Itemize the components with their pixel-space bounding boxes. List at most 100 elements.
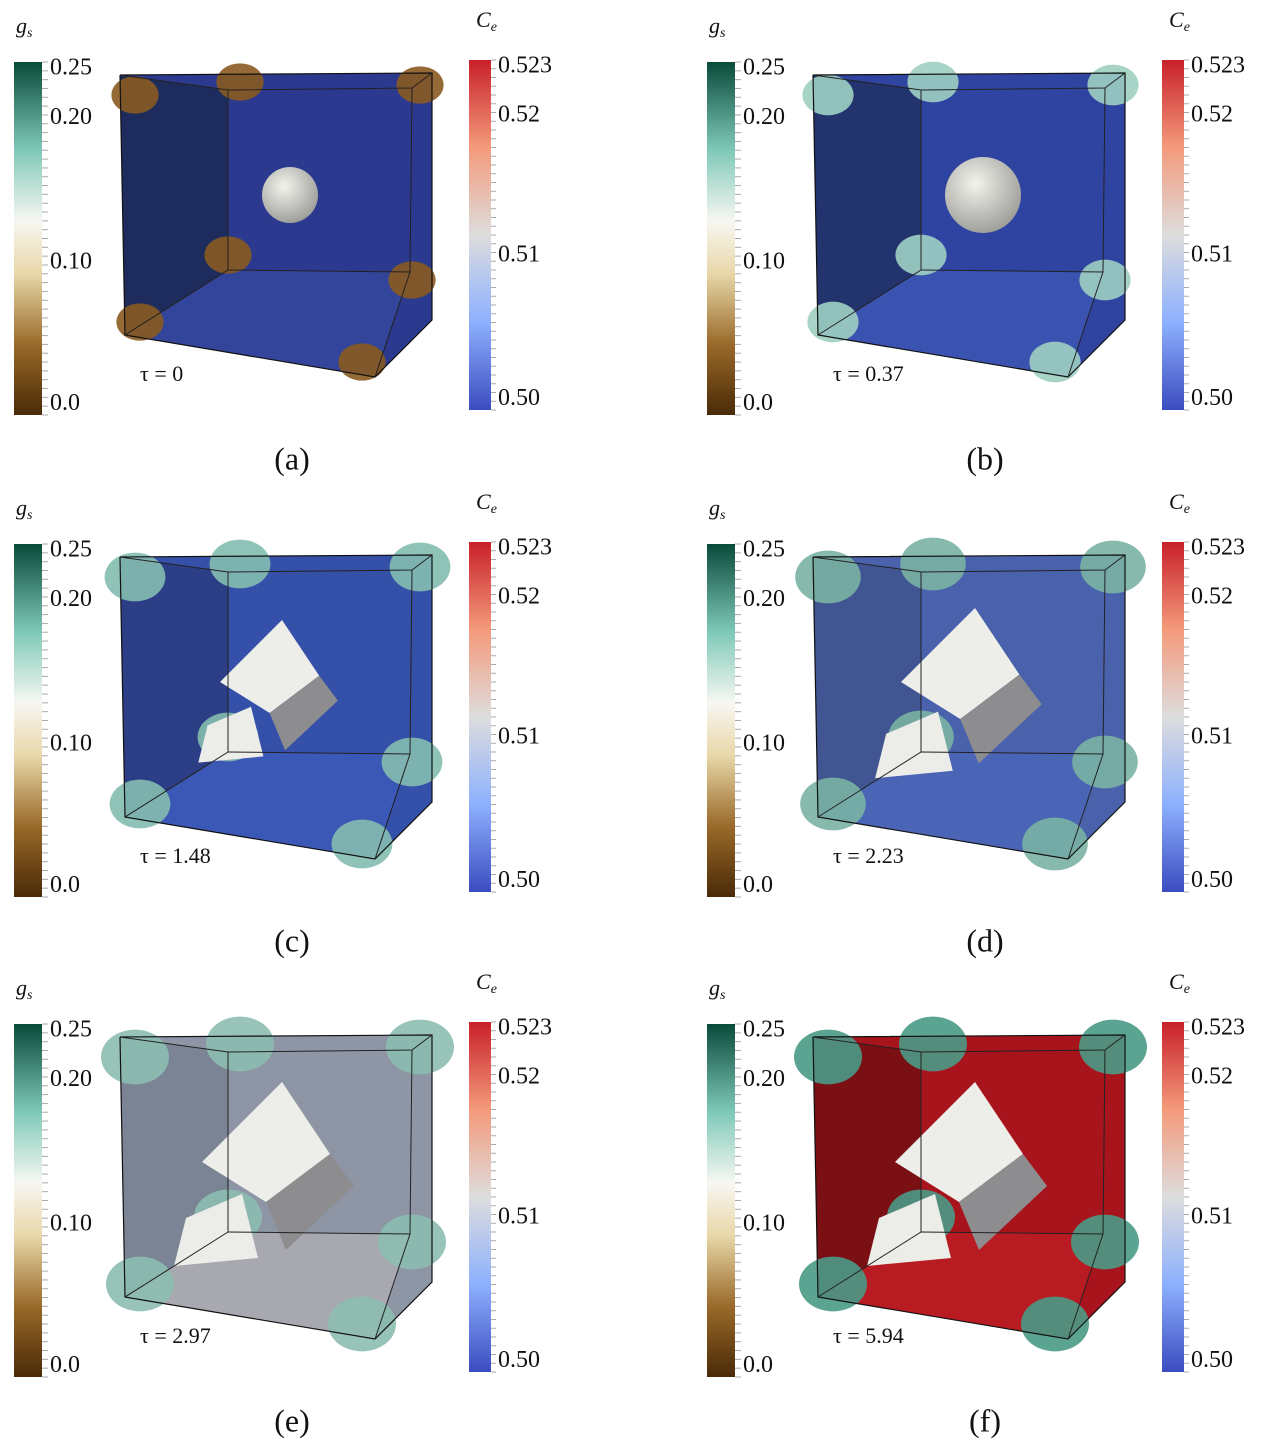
ce-tick-label: 0.51 [1191,1204,1233,1230]
gs-subscript: s [720,988,726,1003]
grain [795,550,861,604]
gs-symbol: g [16,495,27,520]
particle-dark [266,1154,354,1250]
gs-subscript: s [27,508,33,523]
cube [794,1016,1147,1352]
gs-tick-label: 0.10 [50,731,92,757]
gs-tick-label: 0.20 [50,1066,92,1092]
ce-tick-label: 0.51 [498,242,540,268]
time-label: τ = 0.37 [833,361,904,386]
ce-label: Ce [476,7,497,35]
gs-tick-label: 0.20 [50,586,92,612]
gs-tick-label: 0.10 [50,1211,92,1237]
cube [802,61,1139,383]
ce-tick-label: 0.50 [1191,385,1233,411]
gs-label: gs [709,13,726,41]
particle-dark [960,674,1042,764]
cube [111,63,444,381]
ce-tick-label: 0.523 [498,53,552,79]
cube-inner-edges [119,72,433,91]
gs-tick-label: 0.10 [50,249,92,275]
grain [109,779,171,829]
gs-tick-label: 0.25 [50,537,92,563]
gs-label: gs [16,975,33,1003]
cube-edges [812,72,1126,378]
ce-subscript: e [491,982,497,997]
gs-tick-label: 0.20 [743,1066,785,1092]
ce-label: Ce [1169,969,1190,997]
ce-label: Ce [476,969,497,997]
gs-tick-label: 0.25 [743,55,785,81]
cube-back-wall [228,88,412,272]
grain [101,1029,169,1085]
ce-subscript: e [1184,20,1190,35]
grain [396,66,444,104]
ce-label: Ce [476,489,497,517]
gs-tick-label: 0.0 [50,1352,80,1378]
cube-edges [812,1034,1126,1340]
cube-left-wall [813,75,921,335]
ce-tick-label: 0.51 [1191,242,1233,268]
grain [1080,540,1146,594]
ce-tick-label: 0.51 [1191,724,1233,750]
gs-tick-label: 0.25 [50,1017,92,1043]
grain [1079,1019,1147,1075]
time-label: τ = 1.48 [140,843,211,868]
particle-light [895,1082,1023,1202]
grain [116,303,164,341]
cube-edges [119,72,433,378]
caption: (d) [966,922,1003,958]
ce-tick-label: 0.52 [498,584,540,610]
ce-tick-label: 0.52 [498,1064,540,1090]
ce-tick-label: 0.523 [1191,535,1245,561]
time-label: τ = 2.23 [833,843,904,868]
time-label: τ = 2.97 [140,1323,211,1348]
grain [1079,259,1131,301]
ce-symbol: C [476,969,491,994]
grain [331,819,393,869]
particle [262,167,318,223]
ce-tick-label: 0.50 [498,867,540,893]
ce-tick-label: 0.50 [498,1347,540,1373]
cube-left-wall [120,75,228,335]
grain [900,537,966,591]
gs-tick-label: 0.20 [743,586,785,612]
ce-colorbar [469,1022,491,1372]
cube-inner-edges [1102,1049,1106,1235]
gs-tick-label: 0.10 [743,1211,785,1237]
ce-tick-label: 0.51 [498,1204,540,1230]
particle [945,157,1021,233]
gs-colorbar [14,62,42,415]
grain [794,1029,862,1085]
cube-edges [812,554,1126,860]
gs-symbol: g [16,13,27,38]
gs-label: gs [16,495,33,523]
cube-inner-edges [812,554,1126,573]
ce-colorbar [1162,542,1184,892]
grain [338,343,386,381]
gs-subscript: s [720,508,726,523]
gs-tick-label: 0.0 [743,872,773,898]
cube-floor [125,270,410,377]
grain [1072,735,1138,789]
gs-colorbar [707,62,735,415]
cube-inner-edges [409,1049,413,1235]
gs-symbol: g [709,975,720,1000]
grain [106,1256,174,1312]
cube-inner-edges [1102,569,1106,755]
gs-tick-label: 0.20 [50,104,92,130]
ce-symbol: C [1169,969,1184,994]
grain [1021,1296,1089,1352]
gs-colorbar [707,544,735,897]
caption: (a) [274,440,310,476]
ce-tick-label: 0.52 [1191,102,1233,128]
grain [386,1019,454,1075]
cube-inner-edges [409,569,413,755]
gs-label: gs [709,495,726,523]
ce-symbol: C [476,489,491,514]
gs-colorbar [707,1024,735,1377]
